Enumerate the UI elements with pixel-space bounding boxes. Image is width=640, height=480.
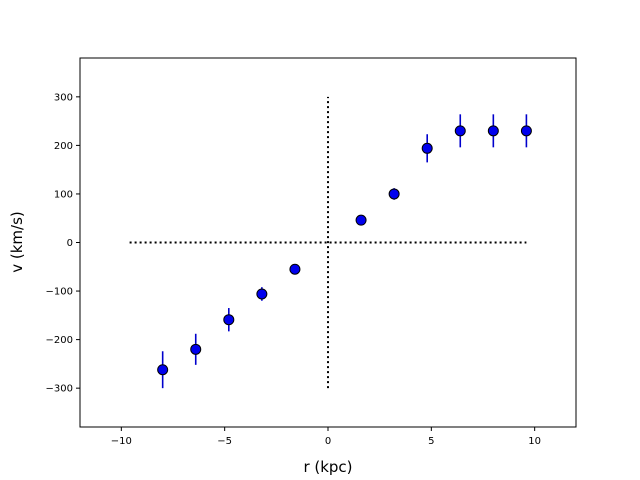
y-tick-label: 300: [54, 92, 73, 103]
data-point: [487, 125, 499, 137]
x-tick-label: −5: [217, 436, 232, 447]
data-points: [157, 125, 532, 376]
data-point: [157, 364, 169, 376]
x-tick-label: 5: [428, 436, 434, 447]
data-point: [289, 263, 301, 275]
y-tick-label: −100: [46, 287, 73, 298]
data-point: [388, 188, 400, 200]
y-axis-label: v (km/s): [8, 211, 26, 273]
y-axis-ticks: −300 −200 −100 0 100 200 300: [46, 92, 80, 395]
x-axis-ticks: −10 −5 0 5 10: [111, 427, 541, 447]
y-tick-label: 200: [54, 141, 73, 152]
y-tick-label: 0: [67, 238, 73, 249]
data-point: [421, 142, 433, 154]
x-tick-label: 10: [528, 436, 541, 447]
data-point: [355, 214, 367, 226]
y-tick-label: −300: [46, 384, 73, 395]
x-axis-label: r (kpc): [303, 458, 352, 476]
data-point: [190, 343, 202, 355]
x-tick-label: −10: [111, 436, 132, 447]
data-point: [454, 125, 466, 137]
data-point: [520, 125, 532, 137]
x-tick-label: 0: [325, 436, 331, 447]
y-tick-label: 100: [54, 189, 73, 200]
y-tick-label: −200: [46, 335, 73, 346]
data-point: [223, 314, 235, 326]
reference-lines: [129, 96, 527, 389]
data-point: [256, 288, 268, 300]
